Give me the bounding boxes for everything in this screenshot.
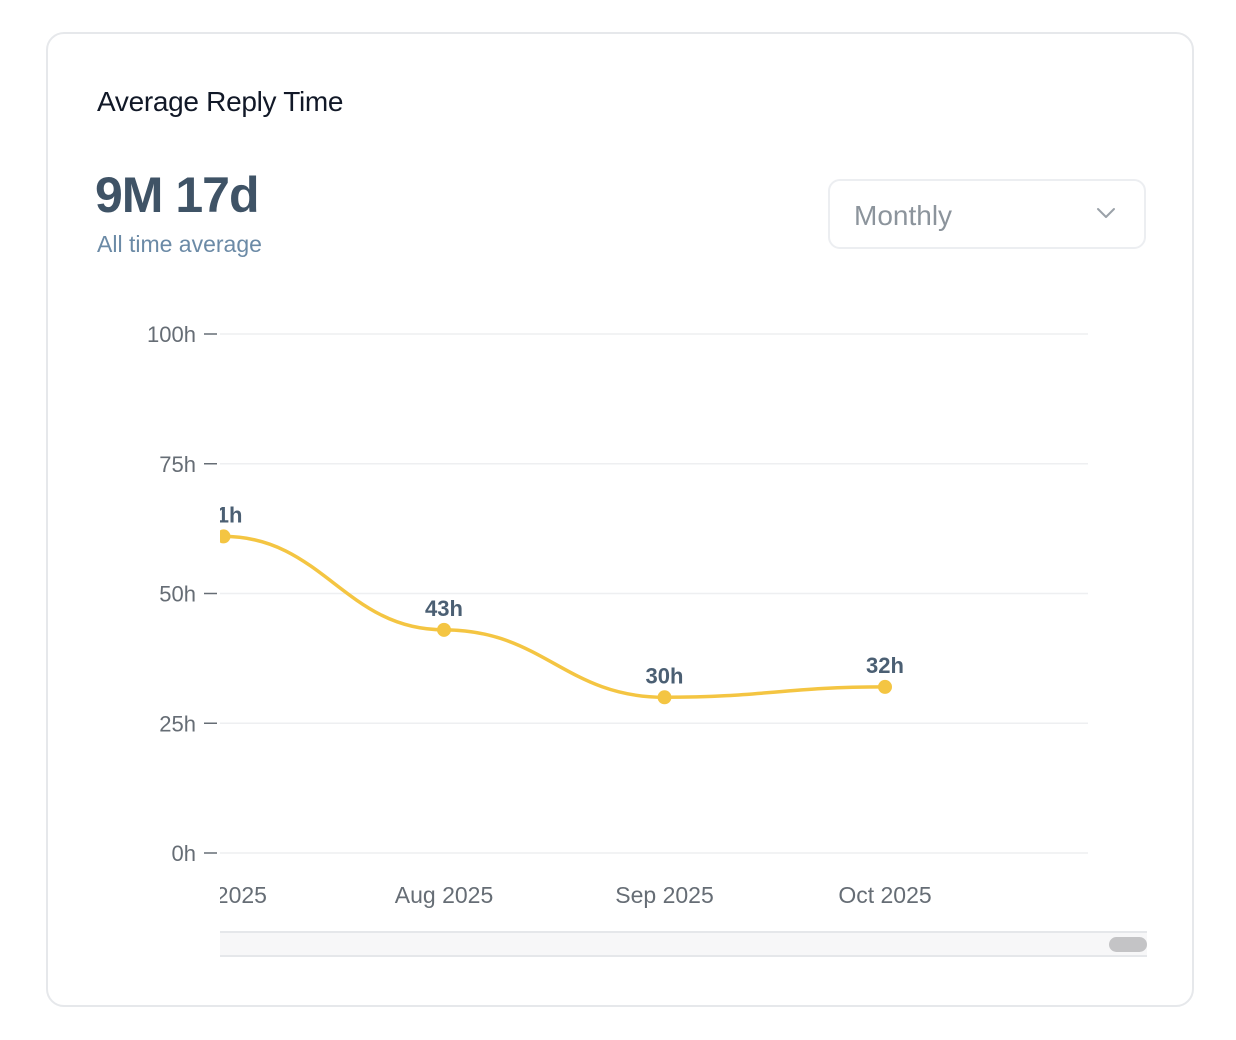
chevron-down-icon <box>1097 208 1115 218</box>
data-point[interactable] <box>657 690 672 705</box>
line-chart: 0h 25h 50h 75h 100h Jun 2025 Jul 2025 Aug 2025 S… <box>48 322 1088 908</box>
x-tick-label: Jul 2025 <box>180 882 267 908</box>
data-label: 43h <box>425 596 463 621</box>
y-tick-label: 50h <box>159 582 196 607</box>
x-tick-label: Oct 2025 <box>838 882 931 908</box>
period-dropdown-value: Monthly <box>854 200 953 231</box>
data-label: 30h <box>646 663 684 688</box>
period-dropdown[interactable]: Monthly <box>828 179 1146 249</box>
data-point[interactable] <box>217 529 231 544</box>
chart-scrollbar-thumb[interactable] <box>1109 937 1147 952</box>
x-tick-label: Sep 2025 <box>615 882 713 908</box>
x-tick-label: Aug 2025 <box>395 882 493 908</box>
summary-label: All time average <box>97 231 262 257</box>
data-point[interactable] <box>437 622 451 637</box>
data-point[interactable] <box>878 679 892 694</box>
y-tick-label: 0h <box>172 841 196 866</box>
data-label: 32h <box>866 653 904 678</box>
data-label: 61h <box>205 502 243 527</box>
series-line <box>220 534 887 700</box>
summary-value: 9M 17d <box>95 167 260 223</box>
plot-area: Jun 2025 Jul 2025 Aug 2025 Sep 2025 Oct 2025… <box>48 502 932 908</box>
y-tick-label: 75h <box>159 452 196 477</box>
y-tick-label: 100h <box>147 322 196 347</box>
x-tick-label: Jun 2025 <box>48 882 50 908</box>
reply-time-card: Average Reply Time 9M 17d All time avera… <box>46 32 1194 1007</box>
card-title: Average Reply Time <box>97 86 344 117</box>
y-tick-label: 25h <box>159 711 196 736</box>
chart-scrollbar[interactable] <box>220 931 1147 957</box>
